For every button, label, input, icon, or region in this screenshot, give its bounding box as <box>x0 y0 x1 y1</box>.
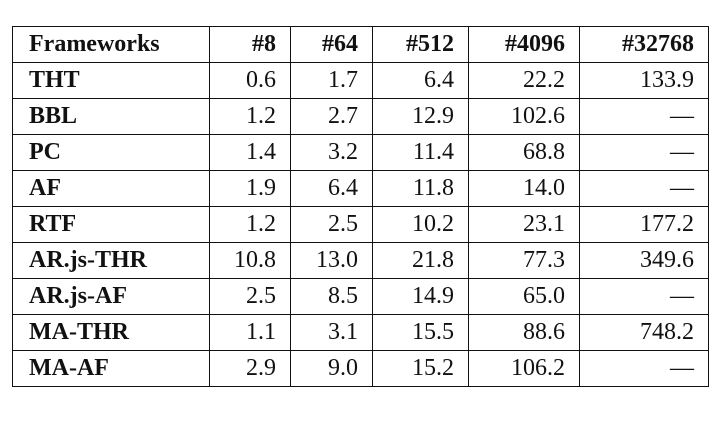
value-cell: 11.8 <box>372 170 469 207</box>
value-cell: 10.8 <box>209 242 291 279</box>
value-cell: 1.2 <box>209 206 291 243</box>
header-cell-32768: #32768 <box>579 26 709 63</box>
header-cell-8: #8 <box>209 26 291 63</box>
value-cell: 9.0 <box>290 350 373 387</box>
value-cell: 15.2 <box>372 350 469 387</box>
table-header: Frameworks #8 #64 #512 #4096 #32768 <box>12 26 709 63</box>
value-cell: — <box>579 278 709 315</box>
table-body: THT 0.6 1.7 6.4 22.2 133.9 BBL 1.2 2.7 1… <box>12 62 709 387</box>
value-cell: 14.0 <box>468 170 580 207</box>
table-row: AF 1.9 6.4 11.8 14.0 — <box>12 170 709 207</box>
value-cell: 23.1 <box>468 206 580 243</box>
value-cell: 133.9 <box>579 62 709 99</box>
header-cell-frameworks: Frameworks <box>12 26 210 63</box>
table-row: MA-AF 2.9 9.0 15.2 106.2 — <box>12 350 709 387</box>
results-table: Frameworks #8 #64 #512 #4096 #32768 THT … <box>12 26 709 387</box>
table-row: AR.js-AF 2.5 8.5 14.9 65.0 — <box>12 278 709 315</box>
header-row: Frameworks #8 #64 #512 #4096 #32768 <box>12 26 709 63</box>
value-cell: — <box>579 170 709 207</box>
value-cell: 6.4 <box>372 62 469 99</box>
value-cell: 2.7 <box>290 98 373 135</box>
value-cell: 77.3 <box>468 242 580 279</box>
value-cell: 68.8 <box>468 134 580 171</box>
table-row: RTF 1.2 2.5 10.2 23.1 177.2 <box>12 206 709 243</box>
value-cell: 65.0 <box>468 278 580 315</box>
value-cell: 1.1 <box>209 314 291 351</box>
value-cell: 2.9 <box>209 350 291 387</box>
table-row: PC 1.4 3.2 11.4 68.8 — <box>12 134 709 171</box>
value-cell: 102.6 <box>468 98 580 135</box>
value-cell: 10.2 <box>372 206 469 243</box>
value-cell: — <box>579 350 709 387</box>
value-cell: 8.5 <box>290 278 373 315</box>
value-cell: 13.0 <box>290 242 373 279</box>
value-cell: 1.2 <box>209 98 291 135</box>
value-cell: 349.6 <box>579 242 709 279</box>
table-row: MA-THR 1.1 3.1 15.5 88.6 748.2 <box>12 314 709 351</box>
framework-name-cell: PC <box>12 134 210 171</box>
value-cell: 22.2 <box>468 62 580 99</box>
header-cell-512: #512 <box>372 26 469 63</box>
value-cell: 2.5 <box>209 278 291 315</box>
framework-name-cell: MA-AF <box>12 350 210 387</box>
value-cell: 1.4 <box>209 134 291 171</box>
header-cell-4096: #4096 <box>468 26 580 63</box>
framework-name-cell: AR.js-THR <box>12 242 210 279</box>
header-cell-64: #64 <box>290 26 373 63</box>
table-row: AR.js-THR 10.8 13.0 21.8 77.3 349.6 <box>12 242 709 279</box>
table-row: BBL 1.2 2.7 12.9 102.6 — <box>12 98 709 135</box>
value-cell: 748.2 <box>579 314 709 351</box>
value-cell: 21.8 <box>372 242 469 279</box>
value-cell: 0.6 <box>209 62 291 99</box>
framework-name-cell: MA-THR <box>12 314 210 351</box>
framework-name-cell: BBL <box>12 98 210 135</box>
value-cell: 1.7 <box>290 62 373 99</box>
value-cell: — <box>579 134 709 171</box>
value-cell: 88.6 <box>468 314 580 351</box>
framework-name-cell: RTF <box>12 206 210 243</box>
value-cell: 15.5 <box>372 314 469 351</box>
value-cell: 12.9 <box>372 98 469 135</box>
value-cell: 3.1 <box>290 314 373 351</box>
value-cell: 2.5 <box>290 206 373 243</box>
value-cell: 6.4 <box>290 170 373 207</box>
framework-name-cell: AR.js-AF <box>12 278 210 315</box>
value-cell: 3.2 <box>290 134 373 171</box>
framework-name-cell: AF <box>12 170 210 207</box>
table-row: THT 0.6 1.7 6.4 22.2 133.9 <box>12 62 709 99</box>
value-cell: 1.9 <box>209 170 291 207</box>
value-cell: — <box>579 98 709 135</box>
value-cell: 106.2 <box>468 350 580 387</box>
value-cell: 11.4 <box>372 134 469 171</box>
value-cell: 14.9 <box>372 278 469 315</box>
framework-name-cell: THT <box>12 62 210 99</box>
value-cell: 177.2 <box>579 206 709 243</box>
